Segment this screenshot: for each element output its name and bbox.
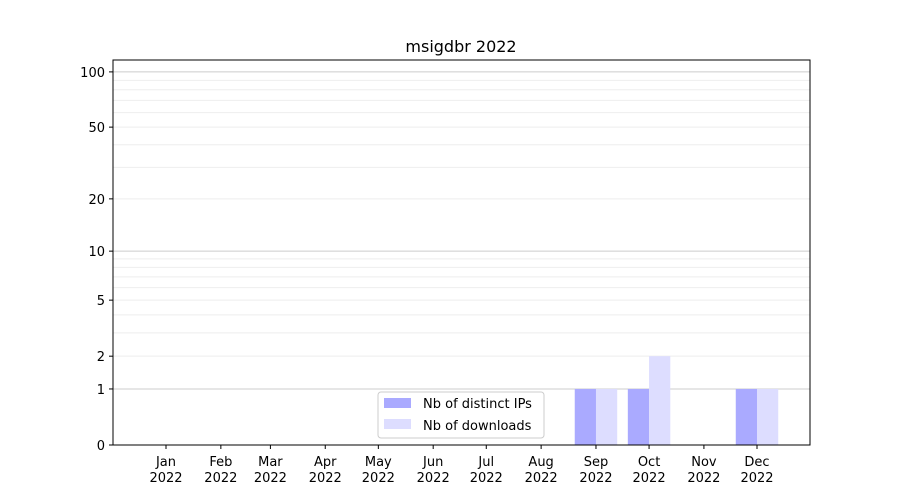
x-tick-label-month: Feb	[209, 455, 232, 470]
legend-frame	[377, 391, 545, 439]
x-tick-label-year: 2022	[525, 471, 558, 486]
x-tick-label-year: 2022	[633, 471, 666, 486]
x-tick-label-month: Oct	[638, 455, 660, 470]
bars	[574, 356, 779, 445]
y-tick-label: 5	[97, 294, 105, 309]
y-tick-label: 0	[97, 439, 105, 454]
x-tick-label-month: Apr	[314, 455, 337, 470]
x-tick-label-year: 2022	[204, 471, 237, 486]
y-tick-label: 50	[88, 121, 105, 136]
bar-ips	[574, 388, 596, 445]
y-tick-label: 2	[97, 350, 105, 365]
legend-swatch-downloads	[384, 419, 411, 429]
x-tick-label-month: Jun	[422, 455, 443, 470]
x-tick-label-year: 2022	[149, 471, 182, 486]
chart-title: msigdbr 2022	[405, 37, 516, 56]
x-tick-label-year: 2022	[687, 471, 720, 486]
x-tick-label-month: Nov	[691, 455, 717, 470]
x-tick-label-year: 2022	[740, 471, 773, 486]
x-tick-label-year: 2022	[579, 471, 612, 486]
bar-downloads	[595, 388, 618, 445]
x-tick-label-year: 2022	[417, 471, 450, 486]
y-tick-label: 10	[88, 245, 105, 260]
x-tick-label-month: Dec	[744, 455, 769, 470]
x-tick-label-month: Jan	[155, 455, 176, 470]
x-axis: Jan2022Feb2022Mar2022Apr2022May2022Jun20…	[149, 445, 774, 486]
x-tick-label-year: 2022	[254, 471, 287, 486]
x-tick-label-month: Mar	[258, 455, 283, 470]
legend-label-ips: Nb of distinct IPs	[423, 397, 532, 412]
grid	[113, 71, 810, 390]
y-tick-label: 1	[97, 383, 105, 398]
x-tick-label-month: Aug	[528, 455, 553, 470]
x-tick-label-month: May	[365, 455, 392, 470]
bar-downloads	[757, 388, 779, 445]
legend: Nb of distinct IPs Nb of downloads	[377, 391, 545, 439]
y-tick-label: 100	[80, 66, 105, 81]
y-tick-label: 20	[88, 193, 105, 208]
x-tick-label-year: 2022	[309, 471, 342, 486]
x-tick-label-month: Jul	[477, 455, 494, 470]
bar-ips	[735, 388, 757, 445]
legend-swatch-ips	[384, 398, 411, 408]
x-tick-label-year: 2022	[362, 471, 395, 486]
y-axis: 0 1 2 5 10 20 50 100	[80, 66, 113, 454]
bar-ips	[627, 388, 650, 445]
plot-frame	[112, 59, 811, 446]
x-tick-label-year: 2022	[470, 471, 503, 486]
legend-label-downloads: Nb of downloads	[423, 419, 532, 434]
x-tick-label-month: Sep	[584, 455, 609, 470]
bar-downloads	[649, 356, 671, 445]
